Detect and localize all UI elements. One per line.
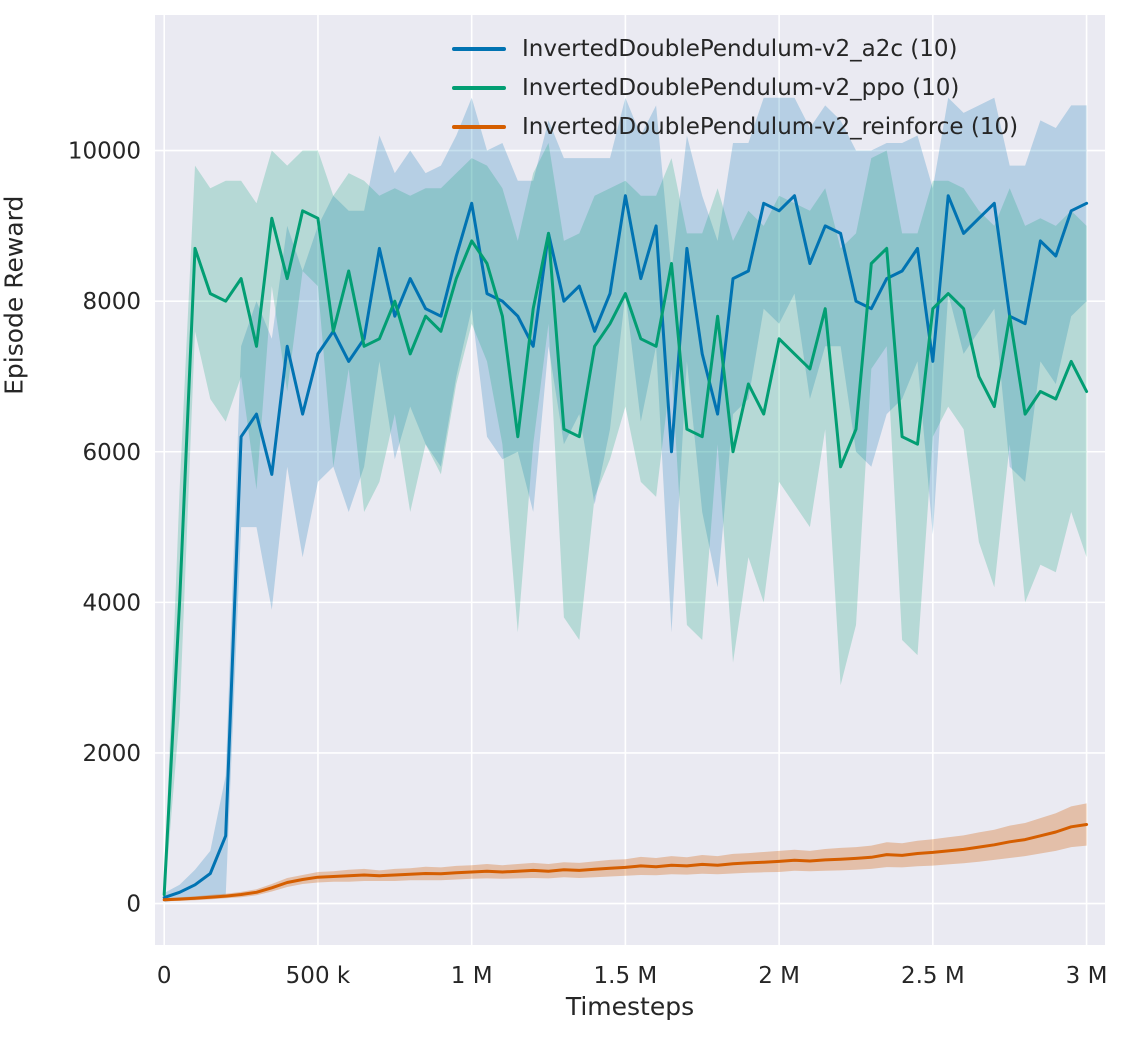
legend-item: InvertedDoublePendulum-v2_a2c (10) — [452, 34, 1018, 64]
x-tick-label: 3 M — [1066, 963, 1108, 989]
series-line — [162, 209, 1089, 896]
x-tick-label: 0 — [157, 963, 172, 989]
legend: InvertedDoublePendulum-v2_a2c (10) Invert… — [452, 34, 1018, 142]
confidence-band — [164, 143, 1087, 903]
legend-label: InvertedDoublePendulum-v2_ppo (10) — [522, 74, 960, 101]
plot-background — [155, 15, 1105, 945]
legend-line-swatch — [452, 86, 506, 90]
y-tick-label: 0 — [126, 892, 141, 918]
x-tick-label: 2.5 M — [901, 963, 965, 989]
x-tick-label: 2 M — [758, 963, 800, 989]
y-tick-label: 10000 — [68, 139, 141, 165]
legend-item: InvertedDoublePendulum-v2_reinforce (10) — [452, 112, 1018, 142]
y-axis-title: Episode Reward — [0, 195, 29, 395]
legend-item: InvertedDoublePendulum-v2_ppo (10) — [452, 73, 1018, 103]
legend-line-swatch — [452, 125, 506, 129]
legend-line-swatch — [452, 47, 506, 51]
series-line — [162, 194, 1089, 900]
x-tick-label: 500 k — [286, 963, 351, 989]
x-axis-title-text: Timesteps — [565, 992, 695, 1021]
legend-label: InvertedDoublePendulum-v2_reinforce (10) — [522, 113, 1019, 140]
y-tick-label: 8000 — [82, 289, 141, 315]
confidence-band — [164, 803, 1087, 902]
x-axis-title: Timesteps — [0, 992, 1130, 1021]
x-tick-label: 1.5 M — [594, 963, 658, 989]
x-tick-label: 1 M — [451, 963, 493, 989]
series-line — [162, 823, 1089, 902]
y-tick-label: 6000 — [82, 440, 141, 466]
y-tick-label: 4000 — [82, 590, 141, 616]
legend-label: InvertedDoublePendulum-v2_a2c (10) — [522, 35, 958, 62]
y-tick-label: 2000 — [82, 741, 141, 767]
